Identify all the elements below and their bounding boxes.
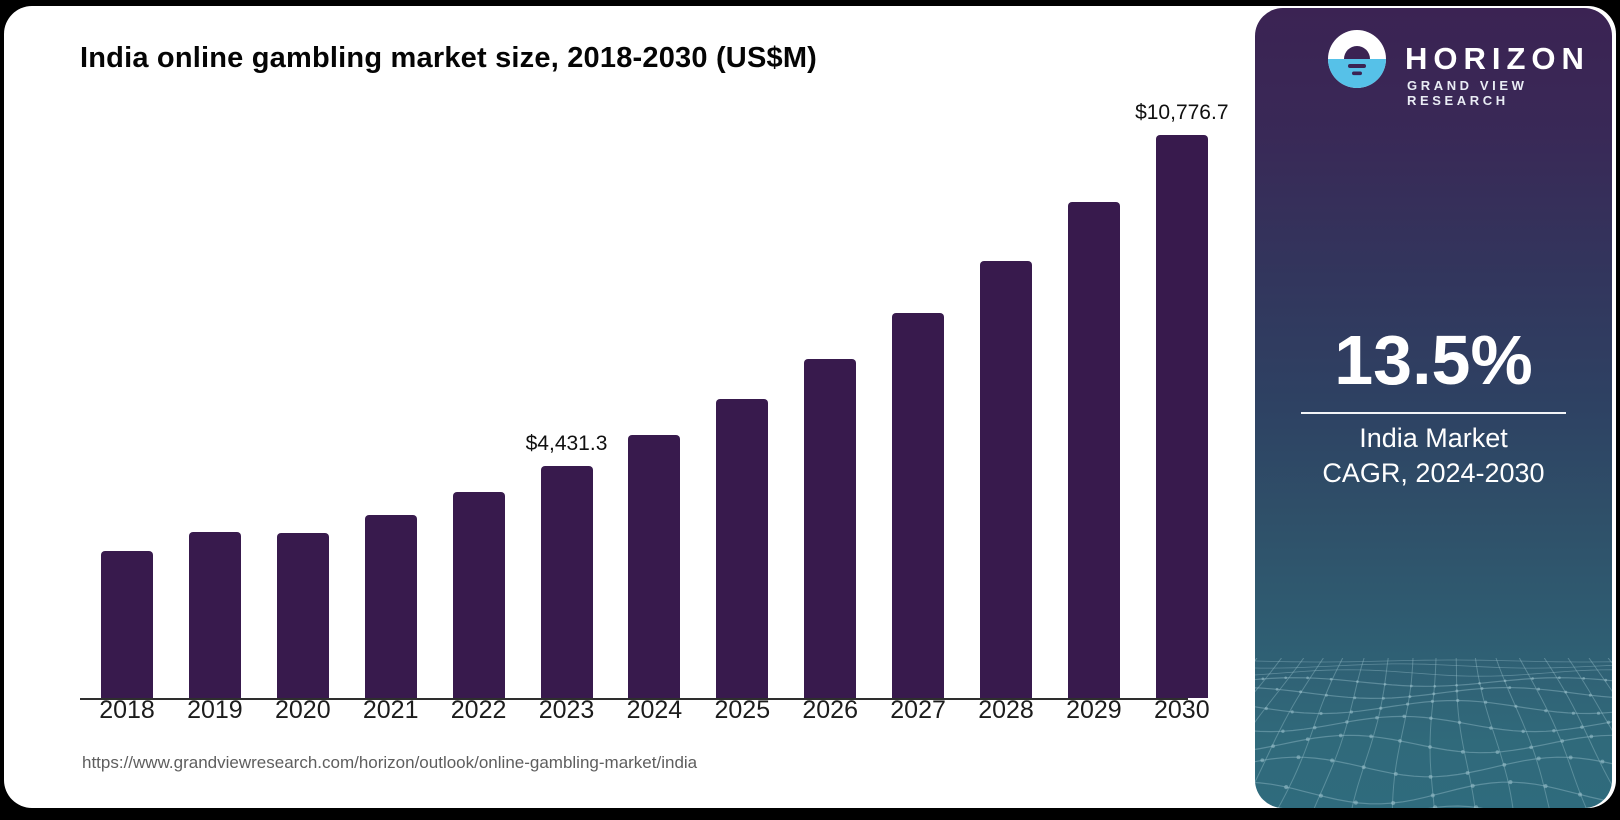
cagr-label: India Market CAGR, 2024-2030: [1255, 421, 1612, 491]
x-tick-2027: 2027: [890, 696, 946, 724]
x-tick-2021: 2021: [362, 696, 419, 724]
bar-2020: [276, 533, 329, 698]
x-tick-2026: 2026: [802, 696, 858, 724]
brand-name: HORIZON: [1405, 41, 1590, 76]
bar-2029: [1067, 202, 1120, 698]
x-tick-2018: 2018: [99, 696, 155, 724]
source-url: https://www.grandviewresearch.com/horizo…: [82, 753, 698, 772]
x-tick-2020: 2020: [274, 696, 331, 724]
bar-2027: [892, 313, 945, 698]
plot-area: $4,431.3 $10,776.7: [78, 101, 1229, 700]
bar-2022: [452, 492, 505, 698]
stat-divider: [1301, 412, 1566, 414]
bar-2030: [1155, 135, 1208, 698]
x-tick-2023: 2023: [538, 696, 595, 724]
bar-2026: [804, 359, 857, 698]
bar-2023: [540, 466, 593, 698]
bar-value-label-2030: $10,776.7: [1135, 101, 1229, 124]
x-tick-2019: 2019: [187, 696, 243, 724]
x-axis-labels: 2018 2019 2020 2021 2022 2023 2024 2025 2026 2027…: [78, 696, 1210, 730]
x-tick-2028: 2028: [978, 696, 1034, 724]
brand-block: HORIZON GRAND VIEW RESEARCH: [1255, 8, 1612, 118]
wireframe-mesh-decoration: [1255, 658, 1612, 808]
x-tick-2024: 2024: [626, 696, 683, 724]
bar-2025: [716, 399, 769, 698]
sidebar-panel: HORIZON GRAND VIEW RESEARCH 13.5% India …: [1255, 8, 1612, 808]
x-tick-2025: 2025: [714, 696, 771, 724]
brand-subtitle: GRAND VIEW RESEARCH: [1407, 78, 1528, 108]
cagr-label-line2: CAGR, 2024-2030: [1322, 458, 1545, 488]
bar-2028: [980, 261, 1032, 698]
bar-value-label-2023: $4,431.3: [525, 432, 608, 455]
x-tick-2029: 2029: [1066, 696, 1122, 724]
x-tick-2022: 2022: [450, 696, 507, 724]
bar-2018: [101, 551, 153, 698]
bar-2019: [188, 532, 241, 698]
x-tick-2030: 2030: [1153, 696, 1210, 724]
bar-2024: [628, 435, 681, 698]
bar-2021: [364, 515, 417, 698]
x-axis-line: [80, 698, 1188, 700]
horizon-logo-icon: [1328, 30, 1386, 88]
cagr-value: 13.5%: [1334, 321, 1533, 399]
chart-title: India online gambling market size, 2018-…: [80, 42, 818, 74]
cagr-label-line1: India Market: [1359, 423, 1508, 453]
